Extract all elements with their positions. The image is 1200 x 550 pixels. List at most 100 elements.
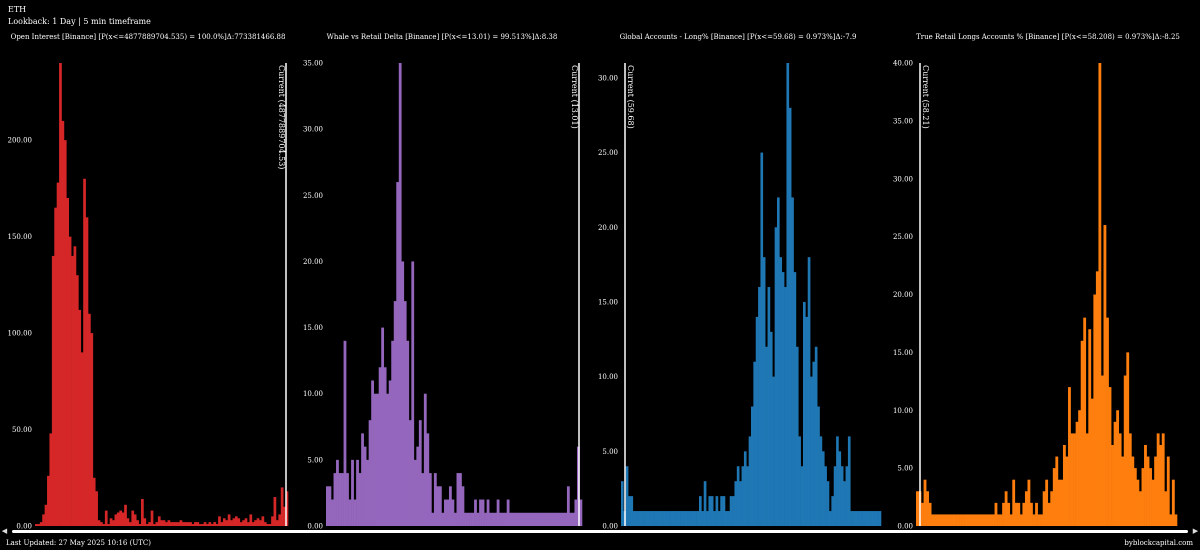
y-tick-label: 0.00 (897, 523, 913, 531)
histogram-bar (225, 520, 229, 526)
y-tick-label: 15.00 (893, 349, 913, 357)
histogram-bar (758, 287, 761, 526)
histogram-bar (1014, 502, 1018, 526)
histogram-bar (1070, 433, 1074, 526)
histogram-bar (403, 301, 407, 526)
horizontal-scrollbar[interactable]: ◀ ▶ (0, 527, 1200, 536)
histogram-bar (779, 257, 783, 526)
histogram-bar (699, 496, 702, 526)
histogram-bar (989, 514, 993, 526)
histogram-bar (948, 514, 952, 526)
histogram-bar (743, 451, 747, 526)
histogram-bar (691, 511, 695, 526)
histogram-bar (654, 511, 657, 526)
histogram-bar (803, 301, 806, 526)
histogram-bar (873, 511, 877, 526)
histogram-bar (47, 475, 50, 526)
histogram-bar (386, 393, 390, 526)
scroll-left-icon[interactable]: ◀ (1, 527, 8, 535)
histogram-bar (273, 497, 277, 526)
histogram-bar (706, 511, 709, 526)
histogram-bar (959, 514, 962, 526)
chart-title: Global Accounts - Long% [Binance] [P(x<=… (620, 33, 857, 41)
histogram-bar (791, 197, 794, 527)
histogram-bar (1161, 433, 1165, 526)
histogram-bar (157, 516, 161, 526)
histogram-bar (852, 511, 856, 526)
histogram-bar (213, 522, 217, 526)
histogram-bar (383, 367, 387, 526)
histogram-bar (1052, 468, 1056, 527)
histogram-bar (992, 514, 995, 526)
histogram-bar (37, 524, 41, 526)
histogram-bar (1169, 514, 1173, 526)
histogram-bar (876, 511, 879, 526)
histogram-bar (423, 393, 427, 526)
histogram-bar (516, 512, 520, 526)
histogram-bar (461, 486, 465, 526)
histogram-bar (781, 272, 785, 526)
histogram-bar (1040, 514, 1043, 526)
histogram-bar (174, 522, 178, 526)
histogram-bar (713, 511, 716, 526)
y-tick-label: 40.00 (893, 60, 913, 68)
histogram-bar (1095, 271, 1099, 526)
histogram-bar (398, 63, 402, 526)
histogram-bar (1085, 433, 1089, 526)
histogram-bar (1154, 456, 1158, 526)
histogram-bar (656, 511, 660, 526)
histogram-bar (102, 524, 106, 526)
histogram-bar (680, 511, 683, 526)
histogram-bar (817, 406, 820, 526)
histogram-bar (366, 459, 369, 526)
histogram-bar (456, 473, 460, 526)
histogram-bar (438, 486, 442, 526)
brand-link[interactable]: byblockcapital.com (1124, 539, 1193, 547)
histogram-bar (1126, 352, 1130, 527)
current-value-label: Current (58.21) (921, 65, 930, 129)
histogram-bar (1022, 502, 1026, 526)
histogram-bar (181, 522, 185, 526)
histogram-bar (1100, 375, 1104, 526)
histogram-bar (368, 420, 372, 526)
histogram-bar (736, 466, 740, 526)
histogram-bar (946, 514, 950, 526)
histogram-bar (247, 522, 250, 526)
histogram-bar (541, 512, 545, 526)
histogram-bar (564, 512, 568, 526)
histogram-bar (469, 512, 472, 526)
y-tick-label: 20.00 (893, 291, 913, 299)
y-tick-label: 0.00 (602, 523, 618, 531)
histogram-bar (35, 524, 38, 526)
histogram-bar (941, 514, 945, 526)
histogram-bar (1138, 491, 1142, 526)
histogram-bar (481, 499, 485, 526)
histogram-bar (569, 512, 573, 526)
histogram-bar (628, 496, 631, 526)
histogram-bar (131, 510, 135, 526)
y-tick-label: 10.00 (893, 407, 913, 415)
histogram-bar (1133, 468, 1137, 527)
histogram-bar (506, 499, 510, 526)
histogram-bar (524, 512, 528, 526)
histogram-bar (979, 514, 983, 526)
scroll-right-icon[interactable]: ▶ (1192, 527, 1199, 535)
histogram-bar (388, 380, 392, 526)
histogram-bar (649, 511, 653, 526)
y-tick-label: 35.00 (303, 60, 323, 68)
histogram-bar (244, 518, 248, 526)
histogram-bar (1088, 329, 1092, 526)
y-tick-label: 10.00 (598, 373, 618, 381)
histogram-bar (1123, 375, 1127, 526)
histogram-bar (931, 514, 935, 526)
scrollbar-thumb[interactable] (12, 530, 1188, 533)
histogram-bar (810, 376, 813, 526)
chart-4: True Retail Longs Accounts % [Binance] [… (893, 33, 1180, 530)
y-tick-label: 25.00 (893, 233, 913, 241)
histogram-bar (83, 178, 86, 526)
histogram-bar (703, 481, 707, 526)
histogram-bar (251, 522, 255, 526)
histogram-bar (1144, 444, 1147, 526)
histogram-bar (112, 520, 115, 526)
histogram-bar (864, 511, 868, 526)
